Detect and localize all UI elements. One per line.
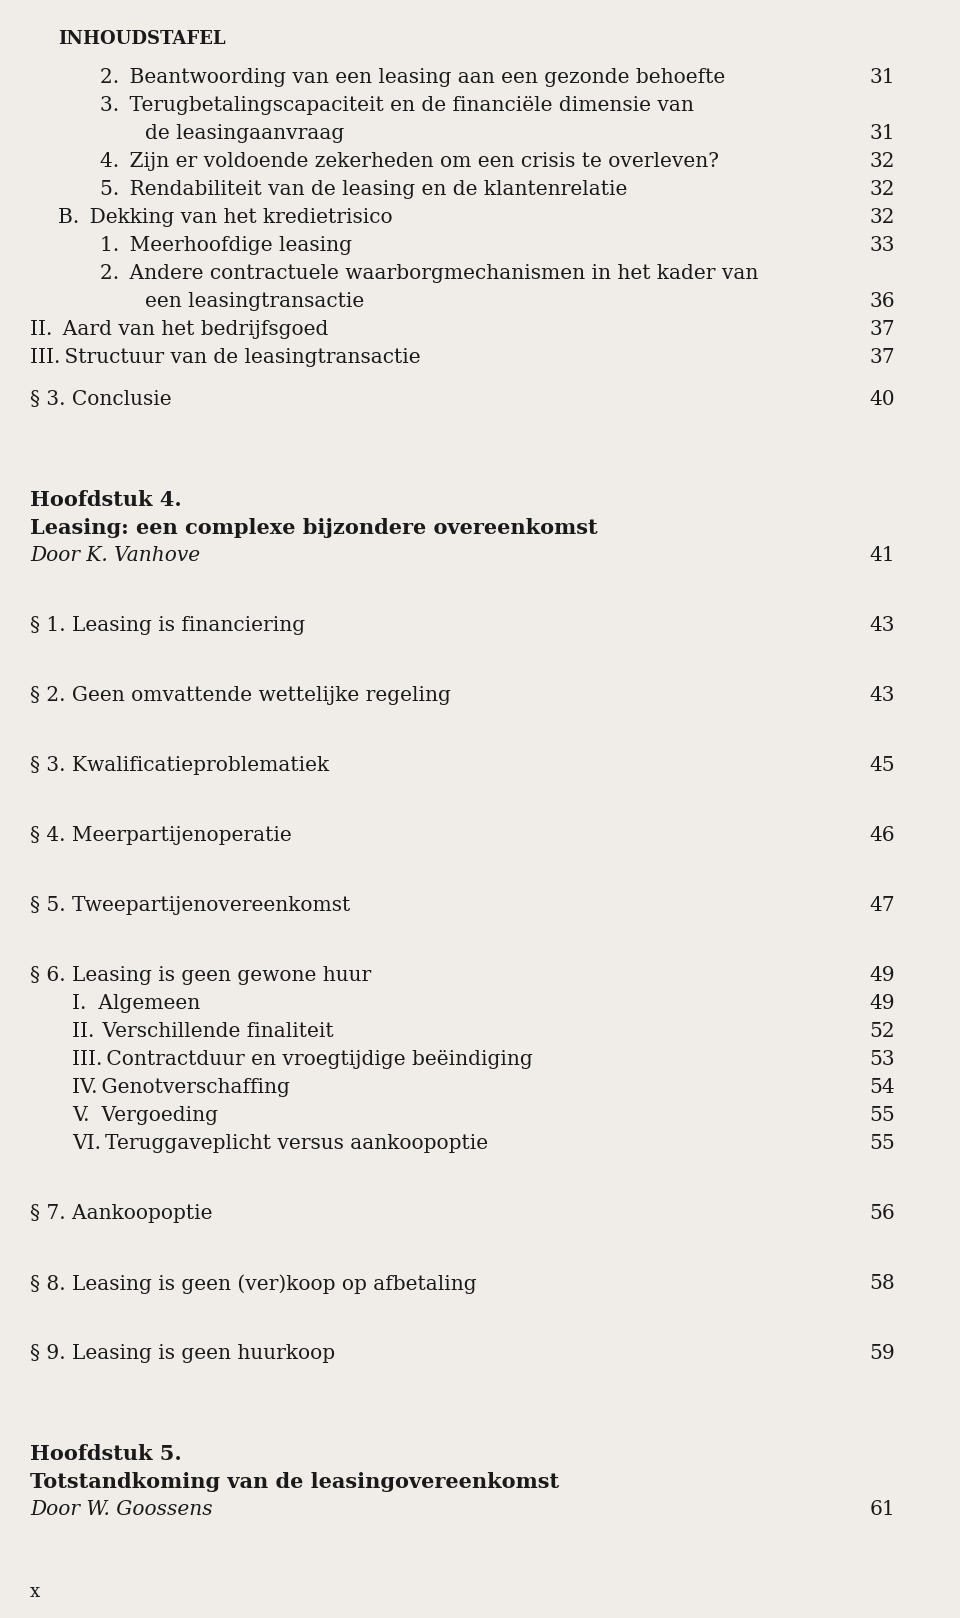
Text: I.   Algemeen: I. Algemeen	[72, 993, 201, 1013]
Text: III. Structuur van de leasingtransactie: III. Structuur van de leasingtransactie	[30, 348, 420, 367]
Text: § 8. Leasing is geen (ver)koop op afbetaling: § 8. Leasing is geen (ver)koop op afbeta…	[30, 1273, 476, 1294]
Text: IV. Genotverschaffing: IV. Genotverschaffing	[72, 1078, 290, 1097]
Text: 32: 32	[870, 209, 895, 227]
Text: 43: 43	[870, 616, 895, 634]
Text: Door K. Vanhove: Door K. Vanhove	[30, 545, 200, 565]
Text: INHOUDSTAFEL: INHOUDSTAFEL	[58, 31, 226, 49]
Text: 59: 59	[869, 1345, 895, 1362]
Text: 49: 49	[870, 966, 895, 985]
Text: 1.  Meerhoofdige leasing: 1. Meerhoofdige leasing	[100, 236, 352, 256]
Text: II.  Aard van het bedrijfsgoed: II. Aard van het bedrijfsgoed	[30, 320, 328, 340]
Text: 61: 61	[869, 1500, 895, 1519]
Text: 58: 58	[869, 1273, 895, 1293]
Text: 46: 46	[870, 827, 895, 845]
Text: een leasingtransactie: een leasingtransactie	[145, 291, 364, 311]
Text: 55: 55	[869, 1107, 895, 1125]
Text: 41: 41	[870, 545, 895, 565]
Text: 43: 43	[870, 686, 895, 705]
Text: Hoofdstuk 5.: Hoofdstuk 5.	[30, 1443, 181, 1464]
Text: II.  Verschillende finaliteit: II. Verschillende finaliteit	[72, 1023, 334, 1040]
Text: 53: 53	[870, 1050, 895, 1069]
Text: de leasingaanvraag: de leasingaanvraag	[145, 125, 345, 142]
Text: § 5. Tweepartijenovereenkomst: § 5. Tweepartijenovereenkomst	[30, 896, 350, 916]
Text: B.  Dekking van het kredietrisico: B. Dekking van het kredietrisico	[58, 209, 393, 227]
Text: 2.  Beantwoording van een leasing aan een gezonde behoefte: 2. Beantwoording van een leasing aan een…	[100, 68, 725, 87]
Text: § 2. Geen omvattende wettelijke regeling: § 2. Geen omvattende wettelijke regeling	[30, 686, 451, 705]
Text: 56: 56	[869, 1204, 895, 1223]
Text: Door W. Goossens: Door W. Goossens	[30, 1500, 212, 1519]
Text: § 3. Kwalificatieproblematiek: § 3. Kwalificatieproblematiek	[30, 756, 329, 775]
Text: 55: 55	[869, 1134, 895, 1154]
Text: 2.  Andere contractuele waarborgmechanismen in het kader van: 2. Andere contractuele waarborgmechanism…	[100, 264, 758, 283]
Text: 4.  Zijn er voldoende zekerheden om een crisis te overleven?: 4. Zijn er voldoende zekerheden om een c…	[100, 152, 719, 172]
Text: § 7. Aankoopoptie: § 7. Aankoopoptie	[30, 1204, 212, 1223]
Text: 49: 49	[870, 993, 895, 1013]
Text: 33: 33	[870, 236, 895, 256]
Text: Leasing: een complexe bijzondere overeenkomst: Leasing: een complexe bijzondere overeen…	[30, 518, 598, 539]
Text: VI. Teruggaveplicht versus aankoopoptie: VI. Teruggaveplicht versus aankoopoptie	[72, 1134, 488, 1154]
Text: 45: 45	[870, 756, 895, 775]
Text: 52: 52	[870, 1023, 895, 1040]
Text: § 1. Leasing is financiering: § 1. Leasing is financiering	[30, 616, 305, 634]
Text: 32: 32	[870, 152, 895, 172]
Text: § 6. Leasing is geen gewone huur: § 6. Leasing is geen gewone huur	[30, 966, 372, 985]
Text: 37: 37	[870, 320, 895, 340]
Text: 31: 31	[870, 68, 895, 87]
Text: 36: 36	[870, 291, 895, 311]
Text: x: x	[30, 1582, 40, 1600]
Text: 3.  Terugbetalingscapaciteit en de financiële dimensie van: 3. Terugbetalingscapaciteit en de financ…	[100, 95, 694, 115]
Text: Hoofdstuk 4.: Hoofdstuk 4.	[30, 490, 181, 510]
Text: § 9. Leasing is geen huurkoop: § 9. Leasing is geen huurkoop	[30, 1345, 335, 1362]
Text: Totstandkoming van de leasingovereenkomst: Totstandkoming van de leasingovereenkoms…	[30, 1472, 559, 1492]
Text: 32: 32	[870, 180, 895, 199]
Text: 31: 31	[870, 125, 895, 142]
Text: V.   Vergoeding: V. Vergoeding	[72, 1107, 218, 1125]
Text: 5.  Rendabiliteit van de leasing en de klantenrelatie: 5. Rendabiliteit van de leasing en de kl…	[100, 180, 628, 199]
Text: § 4. Meerpartijenoperatie: § 4. Meerpartijenoperatie	[30, 827, 292, 845]
Text: 37: 37	[870, 348, 895, 367]
Text: 54: 54	[870, 1078, 895, 1097]
Text: 47: 47	[870, 896, 895, 916]
Text: 40: 40	[870, 390, 895, 409]
Text: § 3. Conclusie: § 3. Conclusie	[30, 390, 172, 409]
Text: III. Contractduur en vroegtijdige beëindiging: III. Contractduur en vroegtijdige beëind…	[72, 1050, 533, 1069]
